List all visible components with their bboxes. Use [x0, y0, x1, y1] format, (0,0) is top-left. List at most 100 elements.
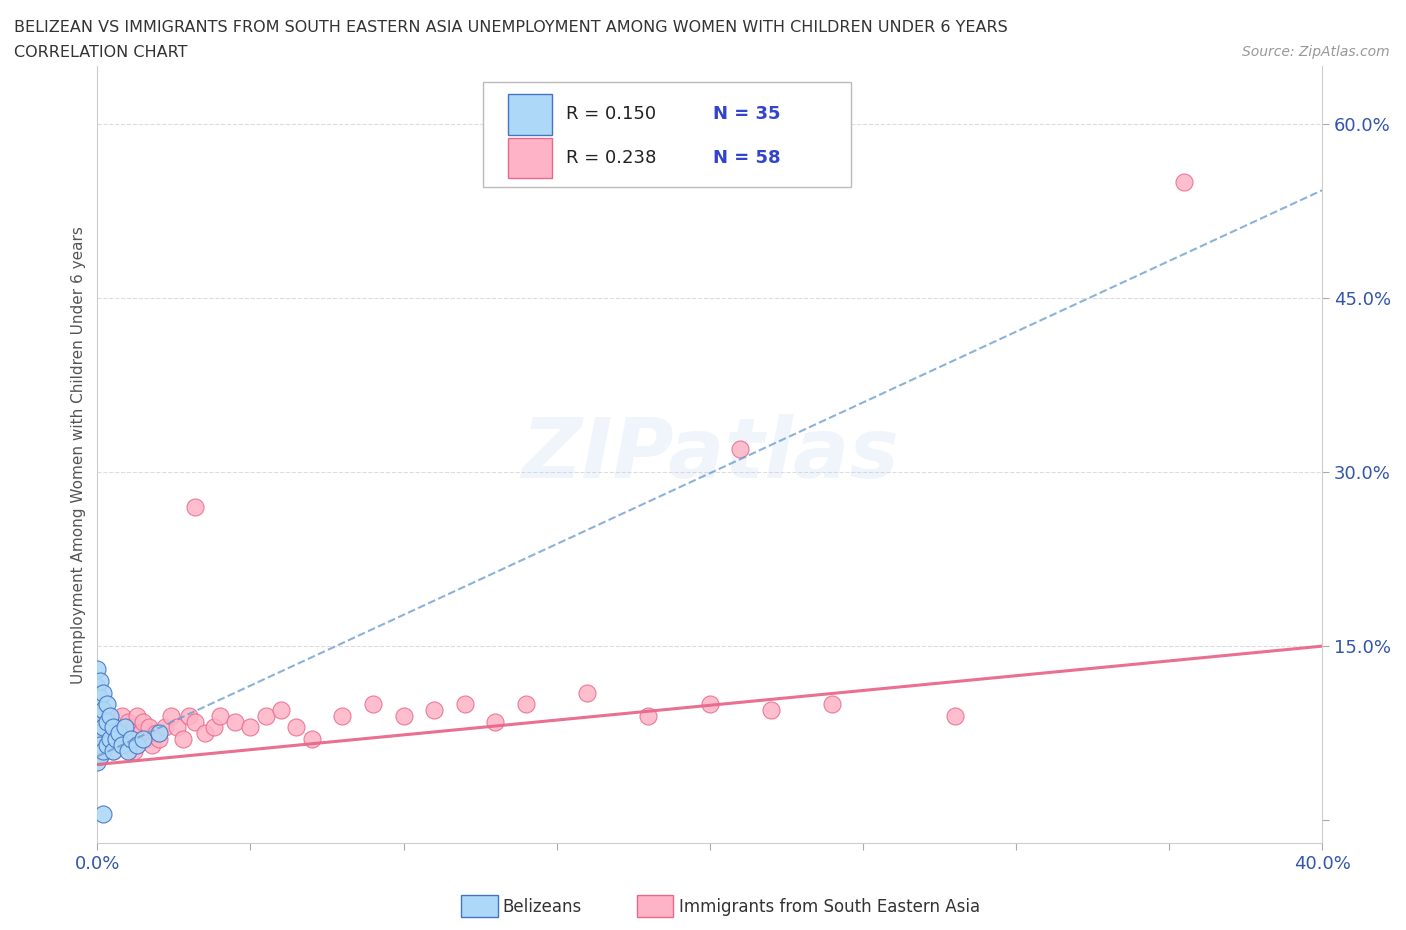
Text: R = 0.238: R = 0.238 [567, 149, 657, 167]
Point [86, 720, 108, 735]
Point [454, 697, 477, 711]
Point [101, 720, 124, 735]
Text: R = 0.150: R = 0.150 [567, 105, 657, 124]
Point [98, 737, 121, 752]
Point [86, 755, 108, 770]
Point [86, 743, 108, 758]
Text: Immigrants from South Eastern Asia: Immigrants from South Eastern Asia [679, 897, 980, 916]
Point [101, 743, 124, 758]
Text: N = 35: N = 35 [713, 105, 780, 124]
Point [98, 714, 121, 729]
Point [138, 720, 160, 735]
Point [96, 697, 118, 711]
Point [89, 725, 111, 740]
Point [1173, 175, 1195, 190]
Point [122, 720, 145, 735]
Y-axis label: Unemployment Among Women with Children Under 6 years: Unemployment Among Women with Children U… [72, 226, 86, 684]
Point [361, 697, 384, 711]
Point [93, 720, 115, 735]
Point [120, 732, 142, 747]
Point [86, 720, 108, 735]
FancyBboxPatch shape [484, 82, 851, 187]
Point [114, 720, 136, 735]
Point [821, 697, 844, 711]
Point [96, 714, 118, 729]
Point [96, 737, 118, 752]
Point [484, 714, 506, 729]
Point [699, 697, 721, 711]
Point [89, 709, 111, 724]
Point [254, 709, 277, 724]
Point [184, 499, 207, 514]
Point [148, 732, 170, 747]
Point [730, 442, 752, 457]
Point [166, 720, 188, 735]
Point [86, 743, 108, 758]
Point [145, 725, 167, 740]
Point [132, 732, 155, 747]
Point [127, 737, 149, 752]
Point [107, 720, 129, 735]
Point [132, 714, 155, 729]
Point [104, 725, 127, 740]
Point [202, 720, 225, 735]
Point [122, 743, 145, 758]
Point [89, 737, 111, 752]
FancyBboxPatch shape [508, 138, 551, 179]
Point [515, 697, 537, 711]
Point [93, 743, 115, 758]
Point [392, 709, 415, 724]
Point [184, 714, 207, 729]
Point [89, 749, 111, 764]
Point [423, 702, 446, 717]
Point [89, 691, 111, 706]
Point [104, 732, 127, 747]
Point [239, 720, 262, 735]
Point [89, 725, 111, 740]
Point [96, 709, 118, 724]
Point [117, 725, 139, 740]
Point [117, 714, 139, 729]
Point [93, 685, 115, 700]
Point [101, 732, 124, 747]
Point [93, 807, 115, 822]
Point [179, 709, 201, 724]
Point [101, 743, 124, 758]
Point [111, 737, 134, 752]
Text: BELIZEAN VS IMMIGRANTS FROM SOUTH EASTERN ASIA UNEMPLOYMENT AMONG WOMEN WITH CHI: BELIZEAN VS IMMIGRANTS FROM SOUTH EASTER… [14, 20, 1008, 35]
Point [637, 709, 659, 724]
Point [148, 725, 170, 740]
Point [301, 732, 323, 747]
Point [208, 709, 231, 724]
Point [86, 732, 108, 747]
Point [96, 732, 118, 747]
Point [93, 743, 115, 758]
Point [129, 725, 152, 740]
Text: Belizeans: Belizeans [502, 897, 581, 916]
Point [117, 743, 139, 758]
Point [270, 702, 292, 717]
Point [153, 720, 176, 735]
Point [127, 709, 149, 724]
Point [89, 673, 111, 688]
Point [120, 732, 142, 747]
Point [141, 737, 163, 752]
Point [93, 720, 115, 735]
Point [107, 725, 129, 740]
Point [114, 732, 136, 747]
Point [89, 749, 111, 764]
Point [111, 709, 134, 724]
Point [98, 732, 121, 747]
Point [224, 714, 246, 729]
Point [93, 702, 115, 717]
Point [759, 702, 782, 717]
Point [111, 737, 134, 752]
Point [172, 732, 194, 747]
Point [160, 709, 183, 724]
Point [285, 720, 308, 735]
Point [86, 679, 108, 694]
FancyBboxPatch shape [508, 94, 551, 135]
Point [86, 662, 108, 677]
Point [330, 709, 353, 724]
Point [135, 732, 157, 747]
